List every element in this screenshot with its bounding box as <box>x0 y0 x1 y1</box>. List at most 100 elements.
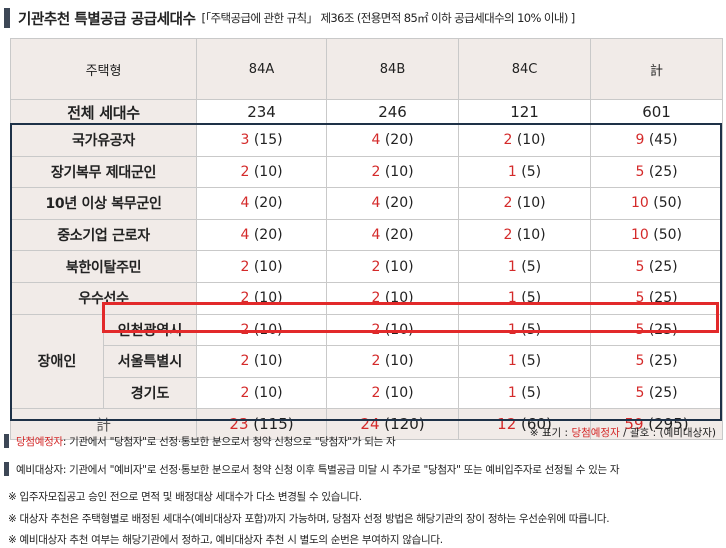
table-cell: 2 (10) <box>326 281 460 315</box>
table-header-row: 주택형 84A 84B 84C 計 <box>9 38 724 100</box>
footnote: ※ 입주자모집공고 승인 전으로 면적 및 배정대상 세대수가 다소 변경될 수… <box>8 491 362 503</box>
row-label: 국가유공자 <box>9 124 198 157</box>
allocated-count: 3 <box>240 132 250 149</box>
allocated-count: 5 <box>635 353 645 370</box>
table-row: 장애인 인천광역시 2 (10) 2 (10) 1 (5) 5 (25) <box>10 313 724 410</box>
allocated-count: 1 <box>507 290 517 307</box>
row-label: 장기복무 제대군인 <box>9 155 198 189</box>
allocated-count: 2 <box>371 163 381 180</box>
allocated-count: 12 <box>497 415 517 434</box>
allocated-count: 1 <box>507 258 517 275</box>
reserve-count: (10) <box>253 353 283 370</box>
sum-row: 計 23 (115) 24 (120) 12 (60) 59 (295) <box>9 408 724 441</box>
table-cell: 601 <box>590 99 724 125</box>
total-households-row: 전체 세대수 234 246 121 601 <box>9 99 724 125</box>
allocated-count: 5 <box>635 321 645 338</box>
legend-winner: 당첨예정자 : 기관에서 "당첨자"로 선정·통보한 분으로서 청약 신청으로 … <box>4 433 396 449</box>
allocated-count: 2 <box>371 290 381 307</box>
allocated-count: 5 <box>635 385 645 402</box>
table-row: 우수선수 2 (10) 2 (10) 1 (5) 5 (25) <box>9 281 724 315</box>
reserve-count: (5) <box>521 353 542 370</box>
reserve-count: (10) <box>516 195 546 212</box>
table-cell: 1 (5) <box>458 155 592 189</box>
row-label: 북한이탈주민 <box>9 250 198 283</box>
allocated-count: 10 <box>631 227 649 244</box>
reserve-count: (5) <box>521 321 542 338</box>
row-label: 경기도 <box>102 376 198 410</box>
reserve-count: (20) <box>253 195 283 212</box>
allocated-count: 24 <box>360 415 380 434</box>
reserve-count: (115) <box>253 415 294 434</box>
table-cell: 1 (5) <box>458 345 592 378</box>
reserve-count: (25) <box>648 321 678 338</box>
legend-definition: : 기관에서 "당첨자"로 선정·통보한 분으로서 청약 신청으로 "당첨자"가… <box>62 435 396 448</box>
table-cell: 1 (5) <box>458 313 592 347</box>
table-cell: 4 (20) <box>326 218 460 252</box>
table-cell: 24 (120) <box>326 408 460 441</box>
table-cell: 5 (25) <box>590 376 724 410</box>
table-cell: 2 (10) <box>326 250 460 283</box>
reserve-count: (50) <box>653 195 683 212</box>
table-cell: 4 (20) <box>326 187 460 220</box>
reserve-count: (20) <box>384 227 414 244</box>
table-cell: 2 (10) <box>196 345 328 378</box>
reserve-count: (20) <box>384 132 414 149</box>
legend-reserve: 예비대상자 : 기관에서 "예비자"로 선정·통보한 분으로서 청약 신청 이후… <box>4 461 620 477</box>
reserve-count: (25) <box>648 290 678 307</box>
allocated-count: 2 <box>371 385 381 402</box>
reserve-count: (20) <box>253 227 283 244</box>
table-cell: 2 (10) <box>326 345 460 378</box>
reserve-count: (45) <box>648 132 678 149</box>
footnote: ※ 예비대상자 추천 여부는 해당기관에서 정하고, 예비대상자 추천 시 별도… <box>8 534 443 546</box>
table-cell: 1 (5) <box>458 376 592 410</box>
notation-suffix: / 괄호 : (예비대상자) <box>619 427 716 439</box>
table-cell: 2 (10) <box>196 250 328 283</box>
table-cell: 234 <box>196 99 328 125</box>
allocated-count: 2 <box>371 353 381 370</box>
table-cell: 121 <box>458 99 592 125</box>
reserve-count: (10) <box>384 385 414 402</box>
reserve-count: (10) <box>516 132 546 149</box>
table-cell: 4 (20) <box>326 124 460 157</box>
reserve-count: (20) <box>384 195 414 212</box>
allocated-count: 2 <box>240 163 250 180</box>
reserve-count: (120) <box>384 415 425 434</box>
table-cell: 5 (25) <box>590 345 724 378</box>
legend-term: 당첨예정자 <box>16 435 63 448</box>
allocated-count: 23 <box>229 415 249 434</box>
allocated-count: 2 <box>503 195 513 212</box>
reserve-count: (25) <box>648 258 678 275</box>
reserve-count: (10) <box>253 258 283 275</box>
reserve-count: (10) <box>384 163 414 180</box>
table-cell: 9 (45) <box>590 124 724 157</box>
reserve-count: (15) <box>253 132 283 149</box>
header-84b: 84B <box>326 38 460 100</box>
row-label: 인천광역시 <box>102 313 198 347</box>
allocated-count: 2 <box>240 290 250 307</box>
footnote: ※ 대상자 추천은 주택형별로 배정된 세대수(예비대상자 포함)까지 가능하며… <box>8 513 610 525</box>
allocated-count: 2 <box>503 227 513 244</box>
legend-term: 예비대상자 <box>16 463 63 476</box>
page-title: 기관추천 특별공급 공급세대수 <box>18 11 196 28</box>
allocated-count: 10 <box>631 195 649 212</box>
table-cell: 10 (50) <box>590 218 724 252</box>
table-row: 경기도 2 (10) 2 (10) 1 (5) 5 (25) <box>11 376 724 410</box>
allocated-count: 4 <box>371 227 381 244</box>
allocated-count: 4 <box>240 227 250 244</box>
allocated-count: 2 <box>240 385 250 402</box>
allocated-count: 1 <box>507 353 517 370</box>
table-cell: 2 (10) <box>458 124 592 157</box>
row-label: 우수선수 <box>9 281 198 315</box>
table-cell: 5 (25) <box>590 313 724 347</box>
table-cell: 12 (60) <box>458 408 592 441</box>
table-cell: 5 (25) <box>590 155 724 189</box>
table-row: 10년 이상 복무군인 4 (20) 4 (20) 2 (10) 10 (50) <box>9 187 724 220</box>
allocated-count: 2 <box>503 132 513 149</box>
reserve-count: (25) <box>648 353 678 370</box>
table-row: 국가유공자 3 (15) 4 (20) 2 (10) 9 (45) <box>9 124 724 157</box>
reserve-count: (10) <box>253 385 283 402</box>
group-label-disabled: 장애인 <box>10 313 104 410</box>
reserve-count: (5) <box>521 163 542 180</box>
table-row: 북한이탈주민 2 (10) 2 (10) 1 (5) 5 (25) <box>9 250 724 283</box>
allocated-count: 2 <box>371 321 381 338</box>
